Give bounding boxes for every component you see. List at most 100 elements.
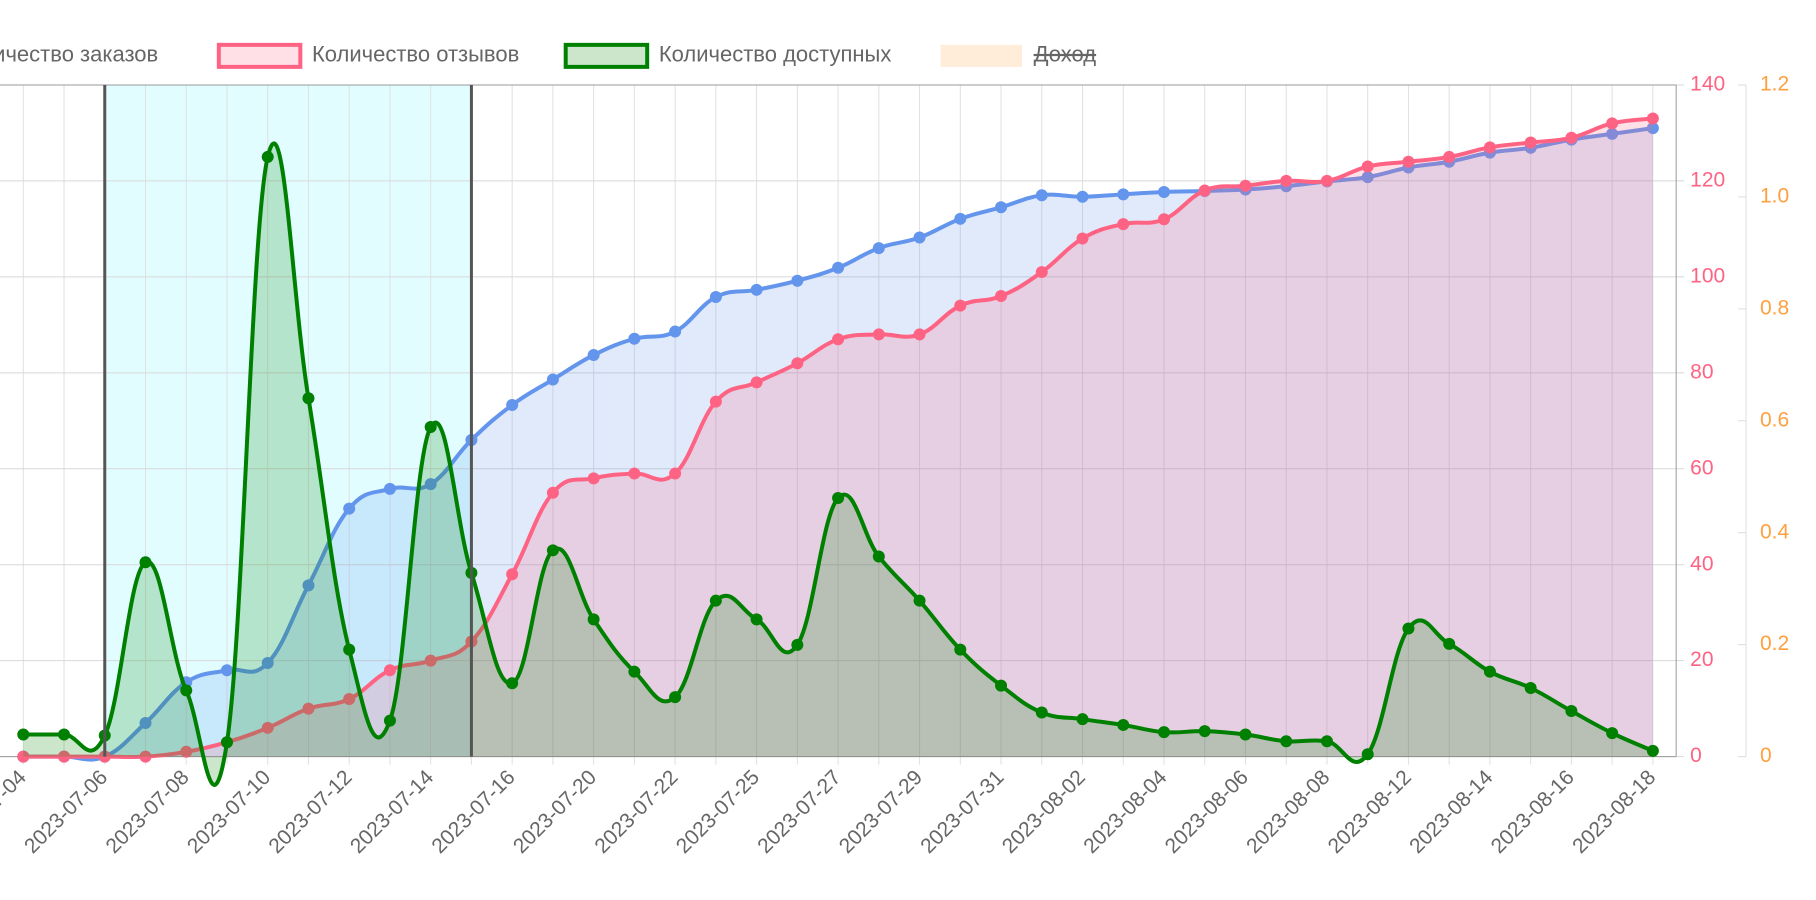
x-tick-label: 2023-07-29 [835, 766, 927, 858]
data-point [832, 333, 845, 346]
data-point [709, 594, 722, 607]
data-point [1606, 127, 1619, 140]
data-point [1117, 218, 1130, 231]
data-point [546, 544, 559, 557]
data-point [872, 550, 885, 563]
data-point [1035, 706, 1048, 719]
data-point [424, 478, 437, 491]
data-point [750, 283, 763, 296]
data-point [669, 691, 682, 704]
data-point [791, 274, 804, 287]
data-point [58, 750, 71, 763]
data-point [1361, 748, 1374, 761]
data-point [546, 486, 559, 499]
data-point [587, 472, 600, 485]
x-tick-label: 2023-07-08 [101, 766, 193, 858]
data-point [832, 261, 845, 274]
data-point [1443, 637, 1456, 650]
data-point [995, 201, 1008, 214]
data-point [995, 290, 1008, 303]
x-tick-label: 2023-08-16 [1487, 766, 1579, 858]
data-point [954, 299, 967, 312]
data-point [1524, 681, 1537, 694]
data-point [261, 150, 274, 163]
data-point [913, 231, 926, 244]
data-point [1606, 117, 1619, 130]
data-point [343, 502, 356, 515]
series-line [23, 116, 1654, 760]
x-tick-label: 2023-08-04 [1079, 766, 1171, 858]
data-point [1565, 131, 1578, 144]
data-point [1239, 179, 1252, 192]
legend-label: Количество заказов [0, 42, 158, 67]
data-point [1035, 266, 1048, 279]
data-point [261, 721, 274, 734]
data-point [1402, 622, 1415, 635]
data-point [1361, 171, 1374, 184]
x-tick-label: 2023-08-12 [1324, 766, 1416, 858]
data-point [383, 714, 396, 727]
highlight-region [104, 84, 472, 757]
data-point [791, 638, 804, 651]
data-point [17, 750, 30, 763]
data-point [872, 242, 885, 255]
data-point [1280, 174, 1293, 187]
data-point [1402, 155, 1415, 168]
legend-swatch [940, 44, 1022, 67]
data-point [506, 398, 519, 411]
x-tick-label: 2023-07-10 [183, 766, 275, 858]
legend-label: Доход [1034, 42, 1097, 67]
data-point [1646, 122, 1659, 135]
data-point [1198, 725, 1211, 738]
x-tick-label: 2023-07-22 [590, 766, 682, 858]
data-point [669, 467, 682, 480]
data-point [180, 684, 193, 697]
data-point [220, 664, 233, 677]
x-tick-label: 2023-08-18 [1568, 766, 1660, 858]
y-tick-label: 60 [1690, 456, 1713, 479]
data-point [1158, 213, 1170, 226]
legend-label: Количество доступных [659, 42, 892, 67]
y-tick-label: 100 [1690, 264, 1725, 287]
y2-tick-label: 0.8 [1760, 296, 1789, 319]
data-point [261, 657, 274, 670]
data-point [628, 467, 641, 480]
data-point [750, 613, 763, 626]
data-point [1198, 184, 1211, 197]
y2-tick-label: 0.2 [1760, 632, 1789, 655]
data-point [139, 717, 152, 730]
x-tick-label: 2023-08-06 [1161, 766, 1253, 858]
data-point [1117, 718, 1130, 731]
legend-swatch [563, 42, 650, 69]
data-point [587, 349, 600, 362]
y-tick-label: 40 [1690, 552, 1713, 575]
x-tick-label: 2023-08-14 [1405, 766, 1497, 858]
data-point [1565, 705, 1578, 718]
data-point [913, 328, 926, 341]
data-point [954, 643, 967, 656]
y2-tick-label: 0.6 [1760, 408, 1789, 431]
data-point [220, 736, 233, 749]
data-point [546, 373, 559, 386]
data-point [1158, 185, 1170, 198]
data-point [1524, 136, 1537, 149]
data-point [424, 421, 437, 434]
x-tick-label: 2023-08-08 [1242, 766, 1334, 858]
x-tick-label: 2023-07-16 [427, 766, 519, 858]
x-tick-label: 2023-07-20 [509, 766, 601, 858]
data-point [1280, 735, 1293, 748]
data-point [343, 643, 356, 656]
data-point [139, 556, 152, 569]
x-tick-label: 2023-08-02 [998, 766, 1090, 858]
data-point [383, 482, 396, 495]
data-point [1606, 727, 1619, 740]
area-fill [23, 143, 1653, 785]
data-point [424, 654, 437, 667]
data-point [1076, 190, 1089, 203]
data-point [1361, 160, 1374, 173]
data-point [1320, 174, 1333, 187]
area-fill [23, 128, 1653, 760]
data-point [832, 492, 845, 505]
data-point [669, 325, 682, 338]
data-point [709, 395, 722, 408]
